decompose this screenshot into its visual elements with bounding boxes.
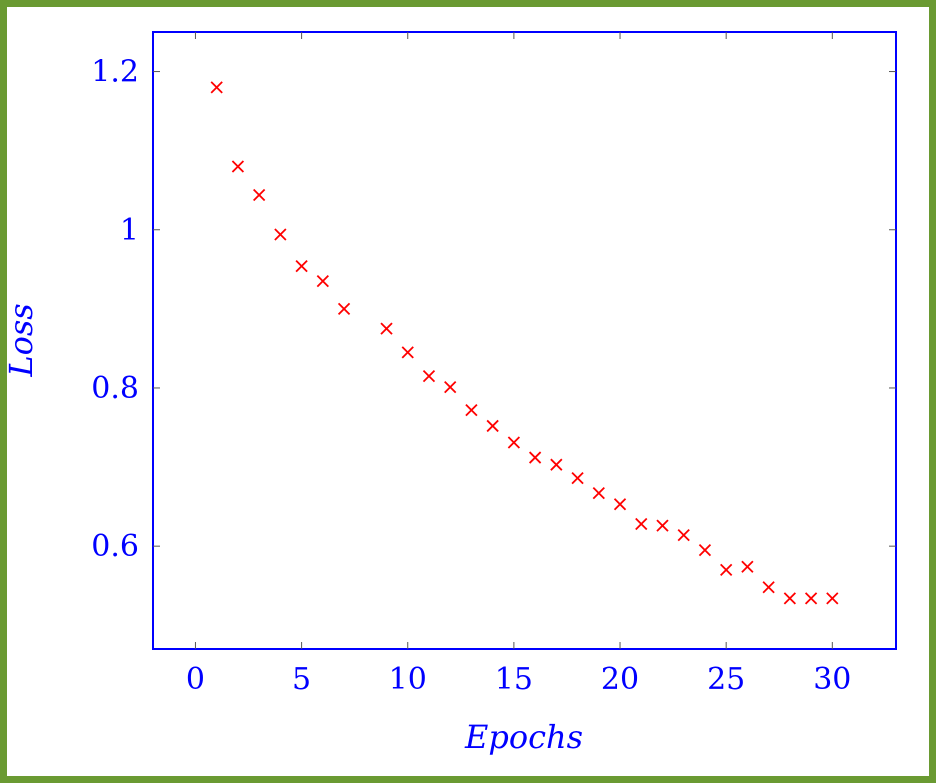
plot-area (152, 31, 897, 650)
marks-layer (210, 81, 839, 605)
data-point (422, 369, 436, 383)
data-point (486, 419, 499, 433)
x-tick-label: 25 (707, 662, 745, 697)
data-point (804, 592, 818, 605)
data-point (274, 228, 287, 241)
y-tick-label: 1.2 (91, 55, 139, 90)
x-tick-label: 15 (495, 662, 533, 697)
data-point (210, 81, 223, 94)
ticks-layer: 0 5 10 15 20 25 30 0.6 0.8 1 1.2 (91, 32, 896, 697)
data-point (465, 403, 478, 417)
data-point (380, 322, 393, 335)
x-tick-label: 20 (601, 662, 639, 697)
data-point (698, 543, 712, 557)
data-point (444, 381, 457, 394)
data-point (677, 528, 690, 542)
x-tick-label: 5 (292, 662, 311, 697)
data-point (613, 498, 627, 511)
data-point (720, 563, 733, 577)
data-point (528, 451, 542, 464)
data-point (550, 458, 563, 471)
y-tick-label: 0.6 (91, 529, 139, 564)
data-point (507, 436, 521, 449)
data-point (762, 581, 775, 594)
data-point (295, 260, 308, 273)
data-point (316, 275, 329, 288)
data-point (231, 160, 245, 173)
data-point (741, 560, 754, 573)
data-point (656, 519, 669, 532)
x-tick-label: 10 (389, 662, 427, 697)
y-tick-label: 1 (120, 213, 139, 248)
data-point (337, 302, 351, 315)
data-point (401, 346, 414, 359)
y-tick-label: 0.8 (91, 371, 139, 406)
data-point (635, 517, 648, 531)
data-point (253, 188, 266, 202)
x-tick-label: 30 (813, 662, 851, 697)
y-axis-title: Loss (2, 303, 40, 377)
x-tick-label: 0 (186, 662, 205, 697)
data-point (592, 487, 605, 500)
data-point (826, 592, 839, 605)
data-point (783, 592, 796, 605)
x-axis-title: Epochs (464, 718, 583, 756)
data-point (571, 472, 584, 485)
